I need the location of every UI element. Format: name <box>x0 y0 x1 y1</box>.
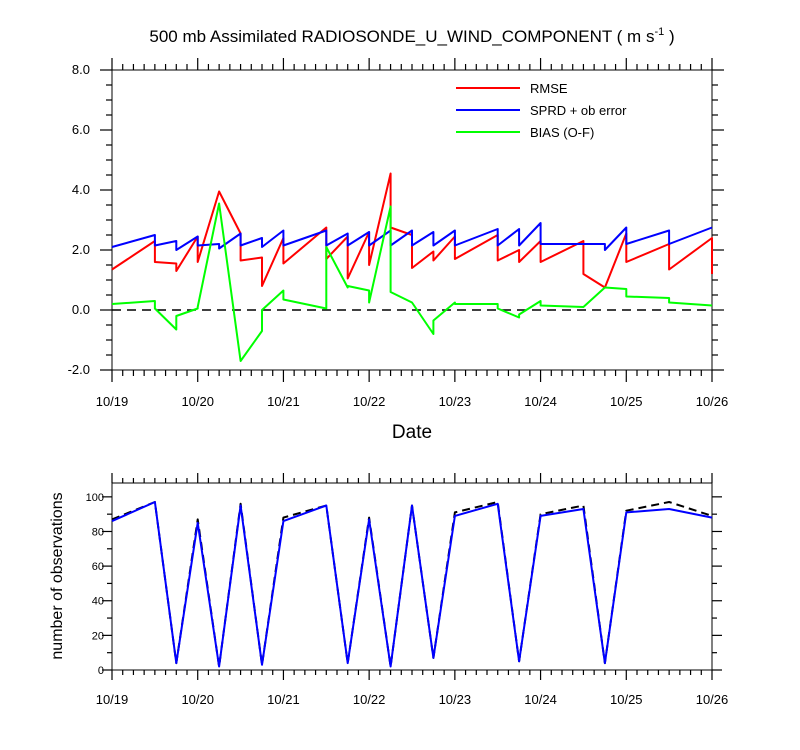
top-y-tick-label: 6.0 <box>72 122 90 137</box>
legend-label: SPRD + ob error <box>530 103 627 118</box>
top-x-tick-label: 10/21 <box>267 394 300 409</box>
legend-label: BIAS (O-F) <box>530 125 594 140</box>
bottom-x-tick-label: 10/19 <box>96 692 129 707</box>
top-x-tick-label: 10/23 <box>439 394 472 409</box>
top-x-tick-label: 10/20 <box>181 394 214 409</box>
top-x-tick-label: 10/22 <box>353 394 386 409</box>
bottom-series-line-series-0 <box>111 501 713 668</box>
x-axis-label: Date <box>392 422 432 443</box>
bottom-x-tick-label: 10/22 <box>353 692 386 707</box>
bottom-x-tick-label: 10/26 <box>696 692 729 707</box>
observations-panel: 10/19 10/20 10/21 10/22 10/23 10/24 10/25 10/26… <box>49 473 728 707</box>
bottom-x-tick-label: 10/25 <box>610 692 643 707</box>
bottom-x-tick-label: 10/24 <box>524 692 557 707</box>
bottom-x-tick-label: 10/21 <box>267 692 300 707</box>
top-x-tick-label: 10/19 <box>96 394 129 409</box>
top-y-tick-label: 4.0 <box>72 182 90 197</box>
bottom-y-tick-label: 0 <box>98 665 104 677</box>
observations-y-axis-label: number of observations <box>49 492 66 659</box>
bottom-x-tick-label: 10/20 <box>181 692 214 707</box>
top-y-tick-label: -2.0 <box>68 362 90 377</box>
chart-title-close: ) <box>664 27 674 46</box>
top-y-tick-label: 8.0 <box>72 62 90 77</box>
bottom-y-tick-label: 100 <box>86 492 104 504</box>
bottom-y-tick-label: 60 <box>92 561 104 573</box>
legend-label: RMSE <box>530 81 568 96</box>
bottom-x-tick-label: 10/23 <box>439 692 472 707</box>
top-x-tick-label: 10/24 <box>524 394 557 409</box>
rmse-sprd-bias-panel: 10/19 10/20 10/21 10/22 10/23 10/24 10/25 10/26… <box>68 58 729 409</box>
bottom-y-tick-label: 40 <box>92 596 104 608</box>
top-x-tick-label: 10/25 <box>610 394 643 409</box>
top-x-tick-label: 10/26 <box>696 394 729 409</box>
chart-title: 500 mb Assimilated RADIOSONDE_U_WIND_COM… <box>149 26 674 46</box>
top-series-line-bias-o-f <box>111 202 713 362</box>
bottom-y-tick-label: 20 <box>92 630 104 642</box>
top-y-tick-label: 0.0 <box>72 302 90 317</box>
chart-title-exponent: -1 <box>654 26 664 38</box>
bottom-series-line-series-1 <box>111 501 713 668</box>
bottom-y-tick-label: 80 <box>92 526 104 538</box>
top-y-tick-label: 2.0 <box>72 242 90 257</box>
chart-title-text: 500 mb Assimilated RADIOSONDE_U_WIND_COM… <box>149 27 654 46</box>
